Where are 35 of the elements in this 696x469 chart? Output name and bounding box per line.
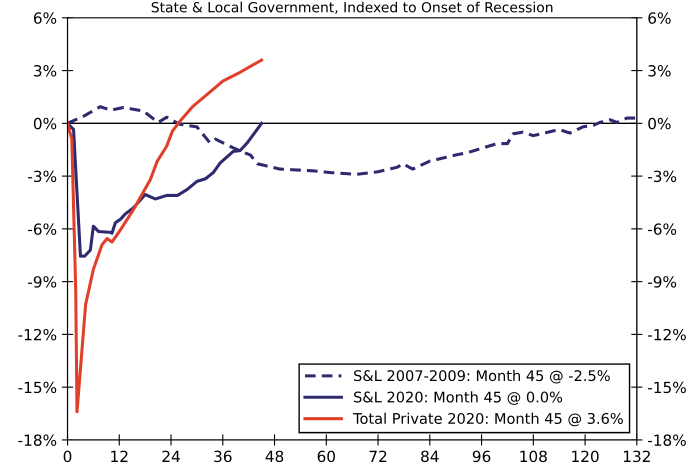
y2-tick-label: -3% xyxy=(648,170,676,182)
y2-tick-label: -18% xyxy=(648,434,686,446)
y-tick-label: -12% xyxy=(18,328,56,340)
x-tick-label: 120 xyxy=(572,450,599,462)
y2-tick-label: -12% xyxy=(648,328,686,340)
x-tick-label: 12 xyxy=(111,450,128,462)
x-tick-label: 96 xyxy=(472,450,490,462)
x-tick-label: 132 xyxy=(624,450,650,462)
y-tick-label: -18% xyxy=(18,434,56,446)
legend-label: S&L 2007-2009: Month 45 @ -2.5% xyxy=(354,370,610,384)
y-tick-label: 6% xyxy=(34,12,56,24)
chart-title: State & Local Government, Indexed to Onset of Recession xyxy=(152,2,552,14)
y2-tick-label: 3% xyxy=(648,65,671,77)
x-tick-label: 36 xyxy=(214,450,232,462)
x-tick-label: 72 xyxy=(370,450,386,462)
y2-tick-label: -15% xyxy=(648,382,686,394)
y2-tick-label: -9% xyxy=(648,276,676,288)
x-tick-label: 0 xyxy=(64,450,72,462)
x-tick-label: 108 xyxy=(520,450,547,462)
y-tick-label: -9% xyxy=(28,276,56,288)
y-tick-label: 3% xyxy=(34,65,56,77)
legend-label: Total Private 2020: Month 45 @ 3.6% xyxy=(353,412,623,426)
y-tick-label: -6% xyxy=(28,223,56,235)
y2-tick-label: 6% xyxy=(648,12,671,24)
x-tick-label: 60 xyxy=(318,450,336,462)
y-tick-label: -15% xyxy=(18,382,56,394)
y2-tick-label: 0% xyxy=(648,118,671,130)
line-series xyxy=(68,58,264,414)
legend-label: S&L 2020: Month 45 @ 0.0% xyxy=(354,391,562,405)
x-tick-label: 24 xyxy=(162,450,180,462)
y-tick-label: -3% xyxy=(28,170,56,182)
x-tick-label: 84 xyxy=(421,450,439,462)
y2-tick-label: -6% xyxy=(648,223,676,235)
x-tick-label: 48 xyxy=(266,450,284,462)
y-tick-label: 0% xyxy=(34,118,56,130)
